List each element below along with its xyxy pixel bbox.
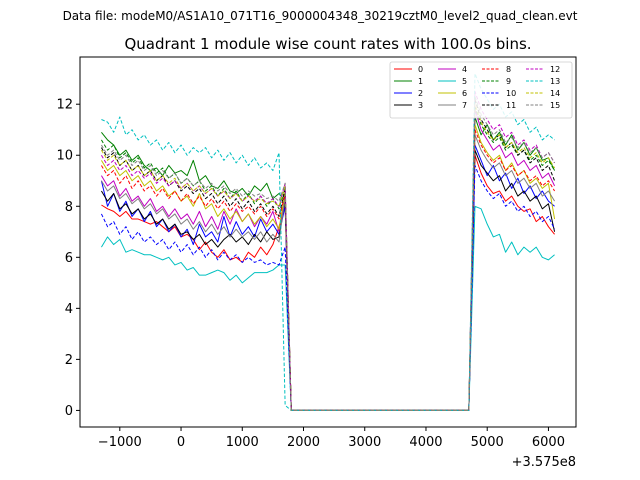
y-tick-label: 12 <box>56 98 73 113</box>
legend-label: 14 <box>550 89 560 98</box>
legend-label: 7 <box>462 101 467 110</box>
x-tick-label: 4000 <box>409 435 442 450</box>
y-tick-label: 8 <box>65 200 73 215</box>
legend-label: 4 <box>462 65 467 74</box>
x-axis: −1000 0 1000 2000 3000 4000 5000 6000 <box>98 427 565 450</box>
legend-label: 9 <box>506 77 511 86</box>
legend-label: 5 <box>462 77 467 86</box>
legend-label: 1 <box>418 77 423 86</box>
x-tick-label: 6000 <box>532 435 565 450</box>
x-tick-label: 1000 <box>226 435 259 450</box>
legend-box <box>389 61 573 119</box>
legend-label: 13 <box>550 77 560 86</box>
y-tick-label: 4 <box>65 302 73 317</box>
y-tick-label: 6 <box>65 251 73 266</box>
legend-label: 8 <box>506 65 511 74</box>
legend-label: 15 <box>550 101 560 110</box>
y-axis: 0 2 4 6 8 10 12 <box>56 98 80 419</box>
legend-label: 6 <box>462 89 467 98</box>
legend-label: 11 <box>506 101 516 110</box>
y-tick-label: 10 <box>56 149 73 164</box>
y-tick-label: 0 <box>65 404 73 419</box>
x-tick-label: 5000 <box>471 435 504 450</box>
legend-label: 12 <box>550 65 560 74</box>
axes-frame <box>79 56 577 428</box>
x-tick-label: 2000 <box>287 435 320 450</box>
x-offset-label: +3.575e8 <box>512 455 576 470</box>
figure-suptitle: Data file: modeM0/AS1A10_071T16_90000043… <box>63 9 578 23</box>
x-tick-label: 0 <box>177 435 185 450</box>
legend-label: 2 <box>418 89 423 98</box>
series-line-13 <box>101 73 555 411</box>
legend-label: 10 <box>506 89 516 98</box>
legend-label: 3 <box>418 101 423 110</box>
legend-label: 0 <box>418 65 423 74</box>
x-tick-label: −1000 <box>98 435 142 450</box>
chart-title: Quadrant 1 module wise count rates with … <box>124 35 531 53</box>
x-tick-label: 3000 <box>348 435 381 450</box>
y-tick-label: 2 <box>65 353 73 368</box>
